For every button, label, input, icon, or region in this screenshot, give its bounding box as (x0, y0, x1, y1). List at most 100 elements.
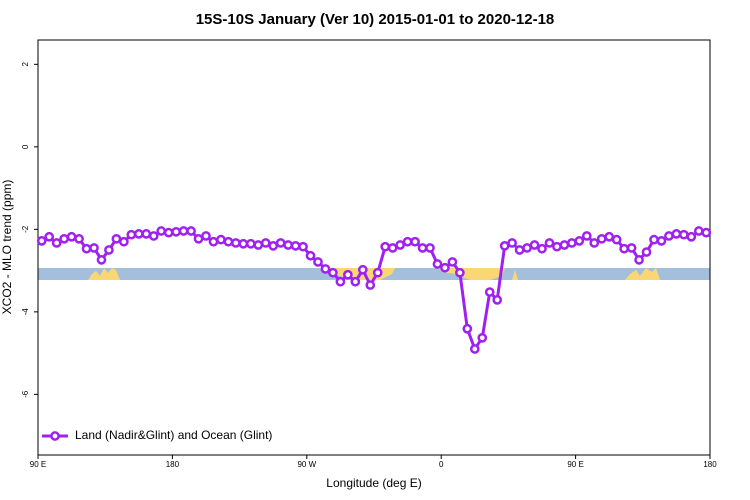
data-point (253, 240, 264, 250)
data-point (514, 245, 525, 255)
data-point (693, 226, 704, 236)
data-point (245, 238, 256, 249)
data-point (656, 236, 667, 246)
data-point (313, 257, 323, 267)
data-point (36, 236, 47, 246)
land (88, 268, 120, 280)
data-point (552, 241, 562, 252)
data-point (447, 257, 458, 267)
data-point (544, 238, 555, 248)
data-point (529, 240, 540, 250)
data-point (238, 238, 249, 249)
data-point (74, 233, 84, 244)
data-point (260, 238, 271, 248)
data-point (81, 243, 92, 254)
data-point (141, 229, 152, 239)
data-point (492, 295, 503, 305)
data-point (604, 231, 615, 242)
data-point (425, 243, 435, 253)
data-point (156, 226, 167, 236)
data-point (484, 287, 495, 297)
data-point (335, 276, 346, 287)
data-point (126, 229, 137, 240)
land (438, 268, 505, 280)
legend-label: Land (Nadir&Glint) and Ocean (Glint) (75, 428, 272, 442)
data-point (611, 234, 622, 245)
data-point (686, 231, 697, 242)
x-axis-label: Longitude (deg E) (326, 476, 421, 490)
data-point (357, 264, 368, 275)
data-point (649, 234, 659, 245)
data-point (96, 255, 107, 265)
data-point (664, 231, 674, 241)
x-tick-label: 180 (703, 460, 717, 469)
data-point (59, 233, 69, 244)
data-point (163, 227, 174, 238)
y-axis-label: XCO2 - MLO trend (ppm) (0, 180, 14, 315)
data-point (559, 240, 570, 250)
plot-frame (37, 39, 711, 456)
data-point (290, 240, 301, 251)
data-point (305, 250, 316, 261)
data-point (574, 236, 585, 246)
x-tick-label: 90 E (567, 460, 583, 469)
data-point (343, 269, 353, 280)
data-point (440, 262, 450, 273)
data-point (51, 238, 62, 248)
data-point (186, 226, 196, 236)
data-point (320, 264, 331, 274)
data-point (350, 276, 361, 287)
data-point (119, 236, 129, 247)
data-point (395, 240, 405, 250)
data-point (380, 241, 391, 252)
data-point (216, 234, 226, 245)
data-point (417, 243, 428, 253)
data-point (589, 238, 600, 248)
land (625, 268, 660, 280)
data-point (567, 238, 577, 248)
data-point (178, 226, 189, 236)
data-point (104, 245, 114, 255)
data-point (499, 240, 510, 251)
data-point (372, 267, 383, 278)
data-point (596, 233, 607, 244)
data-point (328, 267, 338, 278)
land (512, 270, 518, 280)
data-point (223, 236, 234, 247)
legend-marker (50, 431, 60, 441)
y-tick-label: 2 (21, 62, 30, 67)
data-point (111, 233, 122, 244)
data-point (283, 240, 293, 250)
data-point (507, 238, 517, 248)
x-tick-label: 90 E (30, 460, 46, 469)
series-line (41, 229, 707, 353)
data-point (66, 231, 77, 242)
data-point (522, 243, 532, 253)
data-point (432, 259, 443, 269)
data-point (701, 227, 712, 238)
data-point (171, 226, 181, 237)
data-point (201, 231, 211, 241)
y-tick-label: -6 (21, 390, 30, 398)
y-tick-label: -2 (21, 225, 30, 233)
data-point (208, 236, 219, 247)
data-point (402, 236, 413, 247)
data-point (133, 229, 144, 239)
data-point (477, 332, 488, 343)
data-point (268, 240, 279, 251)
data-point (641, 247, 652, 257)
data-point (231, 238, 241, 248)
x-tick-label: 90 W (297, 460, 316, 469)
data-point (44, 231, 55, 242)
x-tick-label: 0 (439, 460, 444, 469)
data-point (410, 236, 420, 247)
data-point (634, 255, 644, 265)
data-point (275, 238, 286, 248)
data-point (537, 243, 547, 254)
data-point (462, 323, 473, 334)
data-point (469, 344, 480, 354)
y-tick-label: 0 (21, 144, 30, 149)
data-point (365, 280, 376, 290)
data-point (387, 243, 398, 253)
